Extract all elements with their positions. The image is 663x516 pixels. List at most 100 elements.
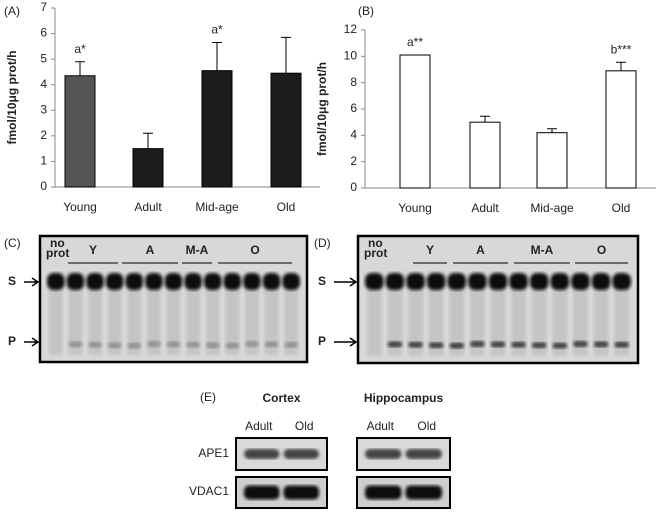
blot-band <box>244 485 280 500</box>
s-band <box>426 273 446 290</box>
p-band <box>593 341 609 348</box>
lane-smear <box>614 281 629 356</box>
s-band <box>66 273 85 290</box>
x-tick-label: Young <box>63 200 97 214</box>
bar <box>270 72 302 188</box>
lane-smear <box>225 281 240 355</box>
s-band <box>406 273 425 290</box>
y-tick-label: 10 <box>344 49 358 63</box>
s-band <box>243 273 261 290</box>
band-arrow <box>334 277 358 287</box>
bar <box>64 75 96 188</box>
p-band <box>552 342 568 349</box>
panel-label: (B) <box>358 4 374 18</box>
bar <box>469 121 501 189</box>
error-bar <box>143 132 153 149</box>
p-band <box>408 341 423 348</box>
p-band <box>470 341 485 347</box>
tissue-label: Hippocampus <box>364 391 444 405</box>
tissue-label: Cortex <box>262 391 300 405</box>
s-band <box>262 273 281 290</box>
s-band <box>145 273 163 290</box>
s-band <box>105 273 124 290</box>
s-band <box>203 273 222 290</box>
panel-label: (A) <box>4 4 20 18</box>
panel-label: (E) <box>200 390 216 404</box>
s-band <box>591 273 611 290</box>
lane-smear <box>573 281 588 356</box>
p-band <box>284 341 298 348</box>
y-axis-label: fmol/10μg prot/h <box>315 62 329 156</box>
p-band <box>573 341 588 347</box>
panel-label: (D) <box>314 236 331 250</box>
lane-label: M-A <box>186 243 209 257</box>
lane-label: M-A <box>531 243 554 257</box>
p-band <box>88 341 102 348</box>
error-bar <box>480 115 490 123</box>
y-tick-label: 5 <box>40 51 47 65</box>
lane-smear <box>205 281 220 355</box>
s-band <box>385 273 405 290</box>
p-band <box>614 341 629 348</box>
annotation: a* <box>74 42 86 56</box>
p-band <box>387 341 403 348</box>
band-label: S <box>318 274 326 288</box>
col-label: Old <box>417 419 436 433</box>
annotation: a** <box>407 35 423 49</box>
y-tick-label: 2 <box>350 154 357 168</box>
lane-smear <box>107 281 122 355</box>
s-band <box>365 273 384 290</box>
x-tick-label: Old <box>277 200 296 214</box>
band-label: P <box>318 334 326 348</box>
s-band <box>447 273 467 290</box>
lane-smear <box>490 281 506 356</box>
p-band <box>531 342 547 349</box>
lane-smear <box>511 281 526 356</box>
x-tick-label: Young <box>398 201 432 215</box>
lane-label: A <box>476 243 485 257</box>
s-band <box>47 273 65 290</box>
y-tick-label: 6 <box>350 101 357 115</box>
lane-smear <box>245 281 259 355</box>
band-label: S <box>8 274 16 288</box>
y-tick-label: 4 <box>40 77 47 91</box>
lane-label: Y <box>426 243 434 257</box>
s-band <box>125 273 144 290</box>
blot-band <box>405 449 442 459</box>
lane-smear <box>408 281 423 356</box>
bar <box>201 70 233 188</box>
s-band <box>509 273 528 290</box>
blot-band <box>244 449 280 459</box>
band-arrow <box>24 337 40 347</box>
y-tick-label: 3 <box>40 102 47 116</box>
error-bar <box>281 36 291 74</box>
y-tick-label: 1 <box>40 154 47 168</box>
blot-band <box>283 485 319 500</box>
blot-band <box>365 449 402 459</box>
p-band <box>245 341 259 347</box>
lane-smear <box>428 281 444 356</box>
s-band <box>86 273 104 290</box>
lane-smear <box>166 281 181 355</box>
annotation: b*** <box>611 42 632 56</box>
s-band <box>282 273 300 290</box>
s-band <box>468 273 487 290</box>
s-band <box>488 273 508 290</box>
no-prot: no <box>50 236 65 250</box>
s-band <box>571 273 590 290</box>
x-tick-label: Mid-age <box>195 200 239 214</box>
y-axis-label: fmol/10μg prot/h <box>5 50 19 144</box>
lane-smear <box>264 281 279 355</box>
s-band <box>184 273 202 290</box>
y-tick-label: 8 <box>350 75 357 89</box>
lane-smear <box>284 281 298 355</box>
lane-smear <box>127 281 142 355</box>
lane-smear <box>593 281 609 356</box>
lane-smear <box>49 281 63 355</box>
x-tick-label: Adult <box>134 200 162 214</box>
p-band <box>147 341 161 347</box>
lane-label: O <box>250 243 259 257</box>
p-band <box>264 341 279 348</box>
error-bar <box>75 61 85 76</box>
